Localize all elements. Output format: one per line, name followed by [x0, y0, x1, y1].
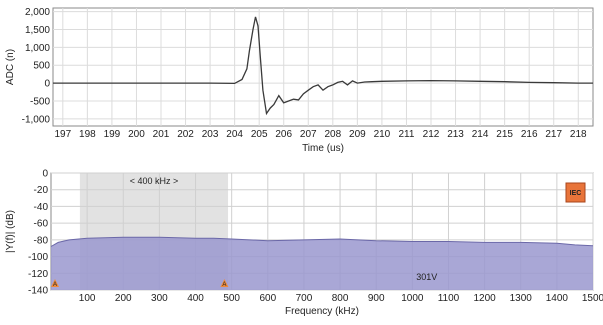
plot1-xtick-label: 214 [472, 129, 489, 140]
plot2-xtick-label: 700 [296, 293, 313, 304]
plot2-ytick-label: -140 [28, 286, 48, 297]
iec-badge [565, 182, 586, 203]
plot2-band-label: < 400 kHz > [130, 176, 179, 186]
plot1-ytick-label: 1,000 [25, 43, 50, 54]
plot2-marker-triangle [51, 279, 59, 287]
plot1-xtick-label: 197 [54, 129, 71, 140]
plot2-xtick-label: 1100 [438, 293, 460, 304]
plot2-annotation: 301V [416, 272, 437, 282]
plot2-y-axis-title: |Y(f)| (dB) [5, 210, 16, 253]
plot2-marker-label: A [222, 282, 226, 288]
plot1-ytick-label: 500 [33, 61, 50, 72]
plot2-xtick-label: 300 [151, 293, 168, 304]
plot1-xtick-label: 216 [521, 129, 538, 140]
plot1-y-axis-title: ADC (n) [5, 49, 16, 85]
plot1-area [52, 7, 594, 127]
plot2-xtick-label: 1200 [473, 293, 496, 304]
plot1-xtick-label: 205 [251, 129, 268, 140]
plot2-xtick-label: 200 [115, 293, 132, 304]
plot1-xtick-label: 217 [545, 129, 562, 140]
plot1-xtick-label: 218 [570, 129, 587, 140]
plot2-ytick-label: -120 [28, 269, 48, 280]
plot1-xtick-label: 213 [447, 129, 464, 140]
plot2-series-line [50, 236, 594, 247]
plot1-ytick-label: 1,500 [25, 25, 50, 36]
plot1-xtick-label: 203 [202, 129, 219, 140]
plot2-ytick-label: 0 [42, 169, 48, 180]
plot1-xtick-label: 207 [300, 129, 317, 140]
plot2-ytick-label: -80 [34, 235, 49, 246]
plot2-ytick-label: -20 [34, 185, 49, 196]
plot1-ytick-label: -500 [30, 96, 50, 107]
plot2-xtick-label: 900 [368, 293, 385, 304]
plot2-x-axis-title: Frequency (kHz) [285, 306, 359, 317]
plot2-xtick-label: 1500 [582, 293, 603, 304]
plot1-xtick-label: 210 [374, 129, 391, 140]
plot1-ytick-label: 0 [44, 79, 50, 90]
plot1-ytick-label: -1,000 [22, 114, 51, 125]
iec-badge-label: IEC [570, 190, 582, 197]
plot2-marker-triangle [220, 279, 229, 287]
plot1-xtick-label: 215 [496, 129, 513, 140]
plot2-xtick-label: 400 [187, 293, 204, 304]
plot2-xtick-label: 600 [259, 293, 276, 304]
plot2-ytick-label: -40 [34, 202, 49, 213]
plot1-xtick-label: 200 [128, 129, 145, 140]
plot1-xtick-label: 201 [153, 129, 170, 140]
plot1-xtick-label: 212 [423, 129, 440, 140]
plot1-xtick-label: 198 [79, 129, 96, 140]
plot2-xtick-label: 1400 [546, 293, 569, 304]
plot1-xtick-label: 209 [349, 129, 366, 140]
plot2-marker-label: A [53, 282, 57, 288]
plot1-series-line [53, 16, 593, 116]
plot2-xtick-label: 500 [223, 293, 240, 304]
plot2-xtick-label: 100 [79, 293, 96, 304]
plot1-xtick-label: 202 [177, 129, 194, 140]
plot1-xtick-label: 204 [226, 129, 243, 140]
plot2-ytick-label: -60 [34, 219, 49, 230]
plot2-xtick-label: 800 [332, 293, 349, 304]
plot1-x-axis-title: Time (us) [302, 143, 344, 154]
plot1-xtick-label: 211 [398, 129, 414, 140]
plot1-ytick-label: 2,000 [25, 7, 50, 18]
plot2-ytick-label: -100 [28, 252, 48, 263]
plot2-series-area [51, 237, 593, 290]
plot2-xtick-label: 1300 [510, 293, 533, 304]
plot1-xtick-label: 199 [104, 129, 121, 140]
plot1-xtick-label: 208 [324, 129, 341, 140]
plot2-xtick-label: 1000 [401, 293, 424, 304]
plot1-xtick-label: 206 [275, 129, 292, 140]
